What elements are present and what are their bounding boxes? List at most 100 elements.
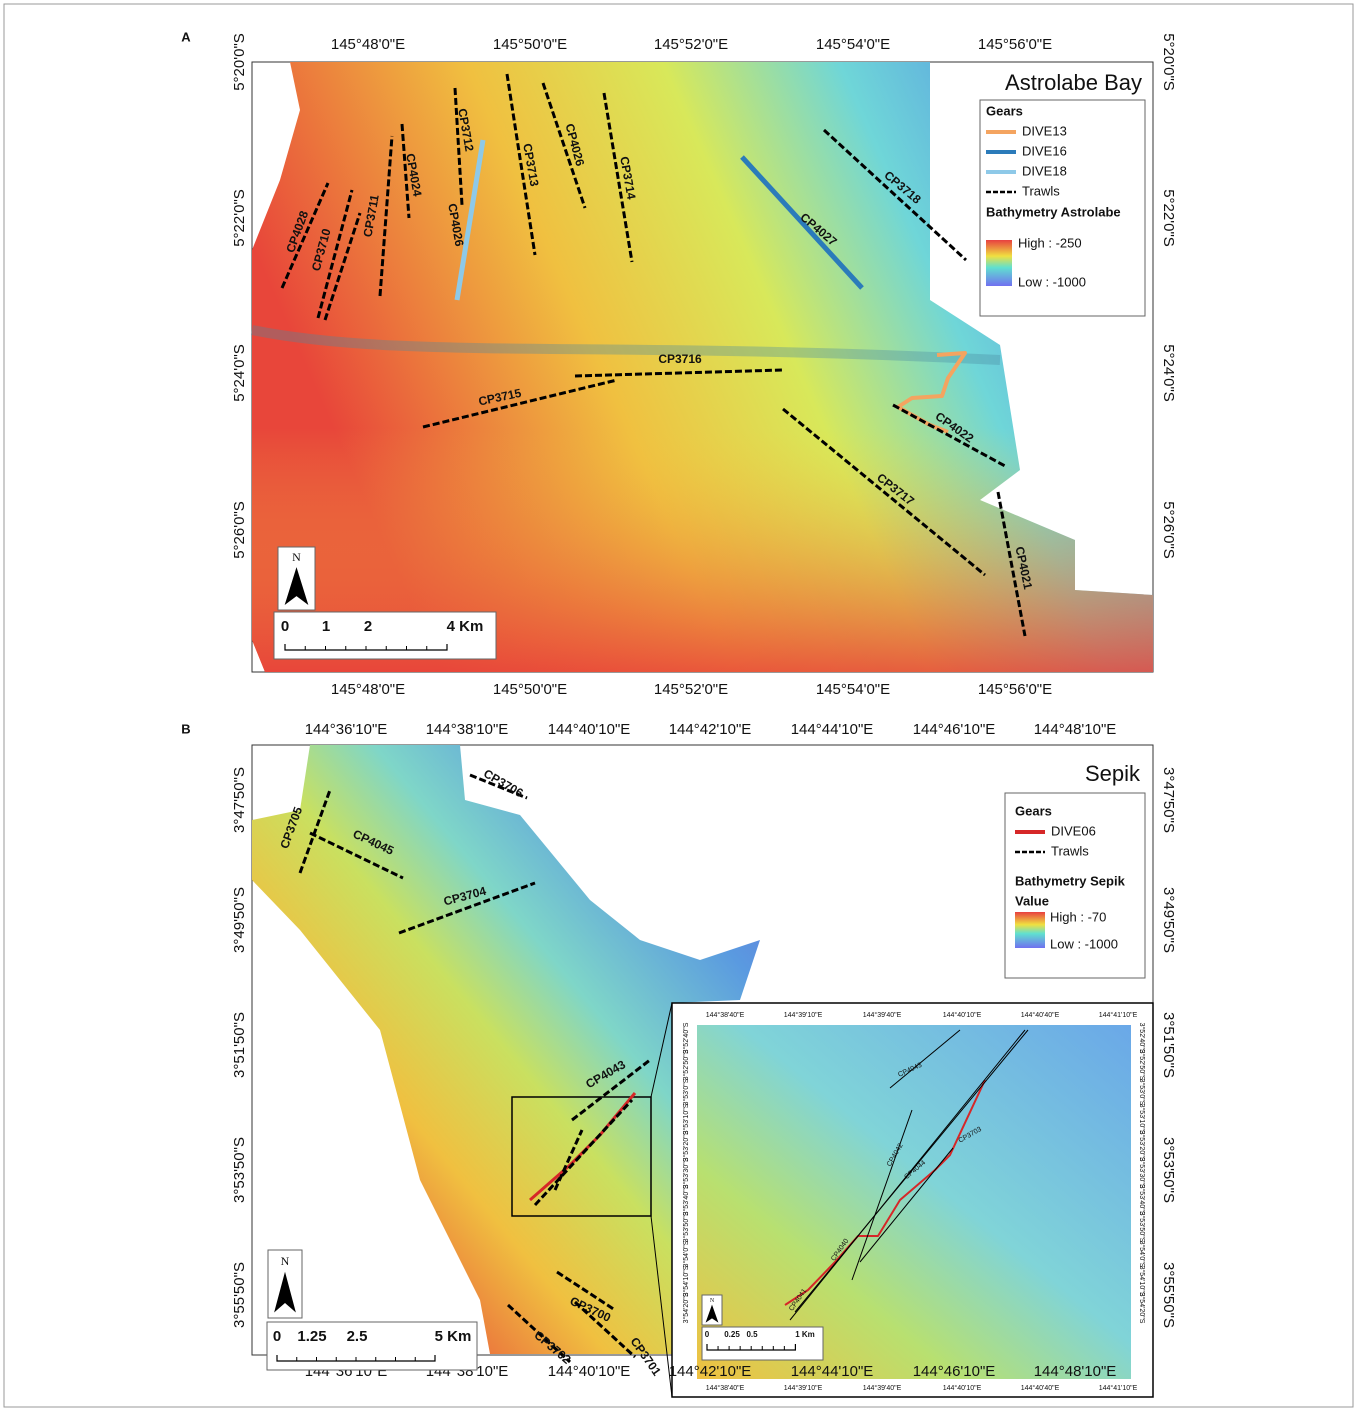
y-tick-label: 3°53'0"S bbox=[682, 1078, 690, 1105]
y-tick-label: 3°53'50"S bbox=[1138, 1212, 1146, 1243]
y-tick-label: 5°20'0"S bbox=[231, 33, 248, 91]
y-tick-label: 3°53'50"S bbox=[682, 1211, 690, 1242]
x-tick-label: 144°39'10"E bbox=[784, 1384, 823, 1392]
legend-label: DIVE06 bbox=[1051, 823, 1096, 838]
y-tick-label: 3°49'50"S bbox=[1160, 887, 1177, 953]
inset-bathymetry bbox=[697, 1025, 1131, 1379]
x-tick-label: 144°39'10"E bbox=[784, 1011, 823, 1019]
y-tick-label: 3°47'50"S bbox=[231, 767, 248, 833]
x-tick-label: 145°52'0"E bbox=[654, 36, 728, 53]
x-tick-label: 144°40'10"E bbox=[943, 1384, 982, 1392]
x-tick-label: 144°38'40"E bbox=[706, 1384, 745, 1392]
y-tick-label: 5°26'0"S bbox=[231, 501, 248, 559]
x-tick-label: 144°40'10"E bbox=[548, 721, 631, 738]
x-tick-label: 144°38'40"E bbox=[706, 1011, 745, 1019]
x-tick-label: 144°44'10"E bbox=[791, 1363, 874, 1380]
y-tick-label: 5°24'0"S bbox=[231, 344, 248, 402]
y-tick-label: 3°47'50"S bbox=[1160, 767, 1177, 833]
x-tick-label: 145°56'0"E bbox=[978, 36, 1052, 53]
y-tick-label: 3°53'50"S bbox=[231, 1137, 248, 1203]
scale-label: 1 Km bbox=[795, 1330, 815, 1339]
x-tick-label: 144°40'40"E bbox=[1021, 1384, 1060, 1392]
color-ramp bbox=[1015, 912, 1045, 948]
y-tick-label: 3°53'30"S bbox=[682, 1157, 690, 1188]
y-tick-label: 5°22'0"S bbox=[231, 189, 248, 247]
y-tick-label: 3°54'20"S bbox=[1138, 1293, 1146, 1324]
x-tick-label: 145°56'0"E bbox=[978, 681, 1052, 698]
y-tick-label: 3°53'50"S bbox=[1160, 1137, 1177, 1203]
x-tick-label: 145°48'0"E bbox=[331, 36, 405, 53]
legend-title: Value bbox=[1015, 893, 1049, 908]
legend-label: DIVE13 bbox=[1022, 123, 1067, 138]
legend-title: Gears bbox=[986, 103, 1023, 118]
y-tick-label: 3°54'0"S bbox=[1138, 1241, 1146, 1268]
x-tick-label: 145°54'0"E bbox=[816, 36, 890, 53]
figure: ABAstrolabe BaySepik145°48'0"E145°48'0"E… bbox=[0, 0, 1357, 1411]
legend-label: Low : -1000 bbox=[1018, 274, 1086, 289]
y-tick-label: 3°53'0"S bbox=[1138, 1079, 1146, 1106]
scale-label: 0 bbox=[273, 1328, 281, 1345]
x-tick-label: 145°50'0"E bbox=[493, 681, 567, 698]
y-tick-label: 5°22'0"S bbox=[1160, 189, 1177, 247]
legend-label: DIVE18 bbox=[1022, 163, 1067, 178]
y-tick-label: 3°54'10"S bbox=[682, 1265, 690, 1296]
scale-label: 2.5 bbox=[347, 1328, 368, 1345]
x-tick-label: 144°38'10"E bbox=[426, 721, 509, 738]
x-tick-label: 144°36'10"E bbox=[305, 721, 388, 738]
panel-label: A bbox=[181, 29, 191, 44]
y-tick-label: 3°53'40"S bbox=[682, 1184, 690, 1215]
y-tick-label: 3°55'50"S bbox=[1160, 1262, 1177, 1328]
scale-label: 1.25 bbox=[297, 1328, 326, 1345]
y-tick-label: 5°24'0"S bbox=[1160, 344, 1177, 402]
x-tick-label: 144°44'10"E bbox=[791, 721, 874, 738]
scale-label: 2 bbox=[364, 618, 372, 635]
y-tick-label: 3°53'10"S bbox=[682, 1103, 690, 1134]
panel-label: B bbox=[181, 721, 190, 736]
y-tick-label: 5°26'0"S bbox=[1160, 501, 1177, 559]
scale-label: 0.25 bbox=[724, 1330, 740, 1339]
north-label: N bbox=[281, 1254, 290, 1268]
legend-label: Trawls bbox=[1051, 843, 1089, 858]
y-tick-label: 3°52'40"S bbox=[682, 1022, 690, 1053]
x-tick-label: 144°40'10"E bbox=[943, 1011, 982, 1019]
x-tick-label: 145°52'0"E bbox=[654, 681, 728, 698]
x-tick-label: 145°54'0"E bbox=[816, 681, 890, 698]
x-tick-label: 144°40'40"E bbox=[1021, 1011, 1060, 1019]
x-tick-label: 144°48'10"E bbox=[1034, 721, 1117, 738]
y-tick-label: 3°54'0"S bbox=[682, 1240, 690, 1267]
y-tick-label: 3°54'20"S bbox=[682, 1292, 690, 1323]
map-title: Astrolabe Bay bbox=[1005, 70, 1142, 95]
y-tick-label: 3°51'50"S bbox=[231, 1012, 248, 1078]
legend-title: Bathymetry Sepik bbox=[1015, 873, 1126, 888]
y-tick-label: 3°52'50"S bbox=[682, 1049, 690, 1080]
north-label: N bbox=[710, 1298, 715, 1304]
y-tick-label: 3°53'20"S bbox=[682, 1130, 690, 1161]
color-ramp bbox=[986, 240, 1012, 286]
scale-label: 5 Km bbox=[435, 1328, 472, 1345]
x-tick-label: 144°39'40"E bbox=[863, 1011, 902, 1019]
x-tick-label: 144°46'10"E bbox=[913, 721, 996, 738]
scale-label: 1 bbox=[322, 618, 330, 635]
x-tick-label: 144°40'10"E bbox=[548, 1363, 631, 1380]
legend-title: Bathymetry Astrolabe bbox=[986, 204, 1121, 219]
x-tick-label: 145°48'0"E bbox=[331, 681, 405, 698]
y-tick-label: 3°51'50"S bbox=[1160, 1012, 1177, 1078]
scale-label: 0.5 bbox=[746, 1330, 758, 1339]
y-tick-label: 3°55'50"S bbox=[231, 1262, 248, 1328]
x-tick-label: 144°48'10"E bbox=[1034, 1363, 1117, 1380]
scale-label: 0 bbox=[705, 1330, 710, 1339]
y-tick-label: 5°20'0"S bbox=[1160, 33, 1177, 91]
legend-label: Trawls bbox=[1022, 183, 1060, 198]
x-tick-label: 144°41'10"E bbox=[1099, 1384, 1138, 1392]
x-tick-label: 144°39'40"E bbox=[863, 1384, 902, 1392]
x-tick-label: 144°41'10"E bbox=[1099, 1011, 1138, 1019]
y-tick-label: 3°52'50"S bbox=[1138, 1050, 1146, 1081]
x-tick-label: 144°46'10"E bbox=[913, 1363, 996, 1380]
y-tick-label: 3°49'50"S bbox=[231, 887, 248, 953]
north-label: N bbox=[292, 550, 301, 564]
legend-title: Gears bbox=[1015, 803, 1052, 818]
x-tick-label: 145°50'0"E bbox=[493, 36, 567, 53]
x-tick-label: 144°42'10"E bbox=[669, 721, 752, 738]
scale-label: 0 bbox=[281, 618, 289, 635]
station-label: CP3716 bbox=[658, 352, 702, 366]
